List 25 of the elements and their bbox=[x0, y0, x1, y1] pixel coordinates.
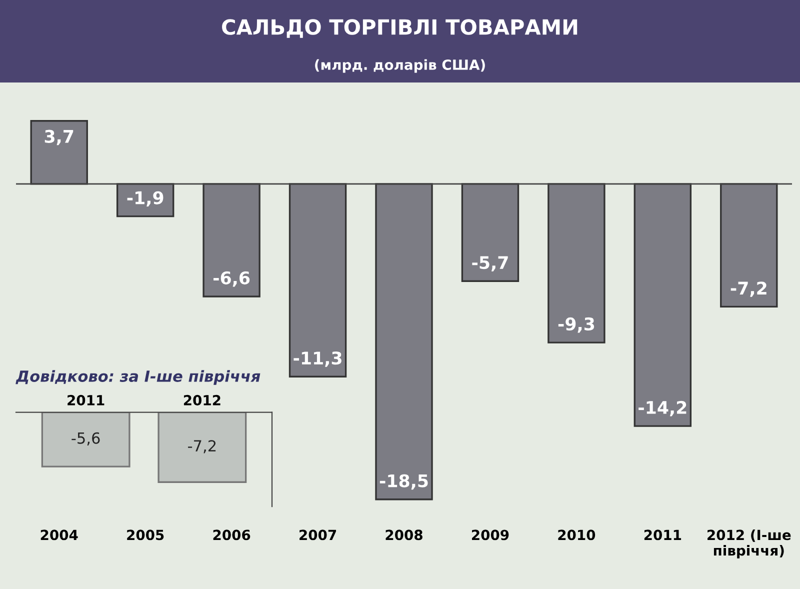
x-tick-label: 2011 bbox=[68, 394, 104, 406]
chart-title: САЛЬДО ТОРГІВЛІ ТОВАРАМИ bbox=[222, 19, 578, 38]
x-tick-label: 2008 bbox=[386, 530, 422, 540]
x-tick-label: 2012 (І-ше півріччя) bbox=[708, 529, 791, 558]
data-label: -11,3 bbox=[294, 351, 342, 367]
chart-title: Довідково: за І-ше півріччя bbox=[16, 370, 260, 385]
x-tick-label: 2011 bbox=[644, 530, 682, 540]
data-label: -7,2 bbox=[188, 440, 216, 454]
data-label: -7,2 bbox=[730, 282, 766, 297]
data-label: -14,2 bbox=[638, 400, 686, 416]
data-label: -9,3 bbox=[558, 317, 594, 333]
data-label: 3,7 bbox=[44, 130, 74, 146]
data-label: -5,7 bbox=[472, 256, 508, 272]
x-tick-label: 2005 bbox=[127, 530, 164, 540]
x-tick-label: 2009 bbox=[472, 530, 509, 540]
x-tick-label: 2010 bbox=[558, 530, 596, 540]
x-tick-label: 2012 bbox=[184, 394, 220, 406]
x-tick-label: 2007 bbox=[300, 530, 336, 540]
data-label: -1,9 bbox=[127, 191, 164, 207]
x-tick-label: 2004 bbox=[40, 530, 78, 540]
data-label: -18,5 bbox=[380, 474, 428, 490]
data-label: -5,6 bbox=[72, 432, 100, 446]
x-tick-label: 2006 bbox=[213, 530, 250, 540]
data-label: -6,6 bbox=[214, 271, 250, 287]
chart-subtitle: (млрд. доларів США) bbox=[315, 59, 485, 73]
